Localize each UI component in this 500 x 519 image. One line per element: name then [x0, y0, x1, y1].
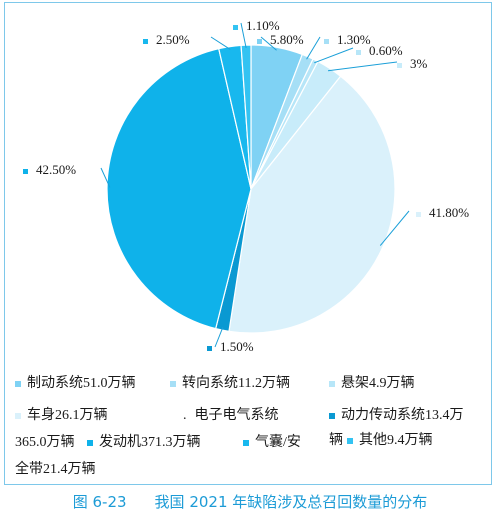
chart-frame: 1.10% 5.80% 1.30% 0.60% 3% 2.50% 42.50% …: [4, 2, 492, 485]
legend-item-powertrain: 动力传动系统13.4万: [329, 407, 464, 425]
figure-caption: 图 6-23 我国 2021 年缺陷涉及总召回数量的分布: [0, 491, 500, 512]
legend-item-steering: 转向系统11.2万辆: [170, 375, 290, 393]
legend-item-airbag-cont: 全带21.4万辆: [15, 462, 96, 477]
label-3: 3%: [397, 56, 427, 71]
pie-chart: [100, 22, 410, 348]
leader-line: [240, 22, 247, 49]
leader-line: [214, 327, 224, 348]
legend-item-engine: 发动机371.3万辆: [87, 434, 201, 452]
legend-item-airbag: 气囊/安: [243, 434, 301, 452]
pie-slice: [106, 47, 252, 330]
legend-item-electrical-cont: 365.0万辆: [15, 435, 75, 450]
legend-item-other: 其他9.4万辆: [347, 432, 433, 450]
label-42-50: 42.50%: [23, 162, 76, 177]
legend-item-brake: 制动系统51.0万辆: [15, 375, 136, 393]
label-1-50: 1.50%: [207, 339, 254, 354]
label-1-30: 1.30%: [324, 32, 371, 47]
leader-line: [379, 210, 410, 246]
label-0-60: 0.60%: [356, 43, 403, 58]
legend-item-body: 车身26.1万辆: [15, 407, 108, 425]
leader-line: [327, 61, 398, 72]
figure-number: 图 6-23: [72, 493, 127, 511]
legend-item-powertrain-cont: 辆: [329, 433, 343, 448]
label-2-50: 2.50%: [143, 32, 190, 47]
label-41-80: 41.80%: [416, 205, 469, 220]
pie-slice: [228, 75, 396, 334]
leader-line: [260, 36, 277, 51]
label-5-80: 5.80%: [257, 32, 304, 47]
leader-line: [100, 167, 111, 188]
leader-line: [306, 36, 321, 60]
legend-item-suspension: 悬架4.9万辆: [329, 375, 415, 393]
leader-line: [210, 36, 231, 50]
leader-line: [314, 47, 354, 64]
figure-title: 我国 2021 年缺陷涉及总召回数量的分布: [154, 493, 428, 511]
label-1-10: 1.10%: [233, 18, 280, 33]
legend-item-electrical: . 电子电气系统: [183, 408, 279, 423]
